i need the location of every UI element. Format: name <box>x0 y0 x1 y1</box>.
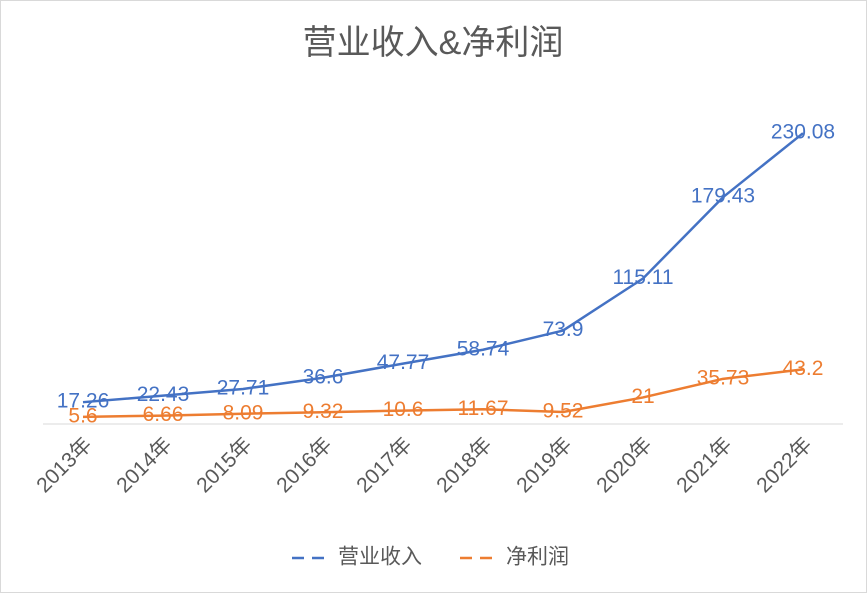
data-label: 73.9 <box>543 318 584 341</box>
data-label: 8.09 <box>223 401 264 424</box>
data-label: 43.2 <box>783 357 824 380</box>
data-label: 11.67 <box>458 397 509 420</box>
series-line <box>82 368 804 419</box>
data-label: 27.71 <box>217 377 270 400</box>
data-label: 17.26 <box>57 390 110 413</box>
data-label: 35.73 <box>697 366 750 389</box>
data-label: 9.52 <box>543 400 584 423</box>
data-label: 115.11 <box>612 266 673 289</box>
chart-title: 营业收入&净利润 <box>303 24 564 62</box>
data-label: 47.77 <box>377 351 430 374</box>
data-label: 6.66 <box>143 403 184 426</box>
data-label: 5.6 <box>68 404 97 427</box>
data-label: 9.32 <box>303 400 344 423</box>
legend-label: 净利润 <box>506 546 569 569</box>
legend-label: 营业收入 <box>338 546 422 569</box>
data-label: 10.6 <box>383 398 424 421</box>
data-label: 179.43 <box>691 185 755 208</box>
series-line <box>82 132 804 404</box>
data-label: 22.43 <box>137 383 190 406</box>
data-label: 230.08 <box>771 121 835 144</box>
data-label: 58.74 <box>457 337 510 360</box>
data-label: 36.6 <box>303 365 344 388</box>
data-label: 21 <box>631 385 654 408</box>
